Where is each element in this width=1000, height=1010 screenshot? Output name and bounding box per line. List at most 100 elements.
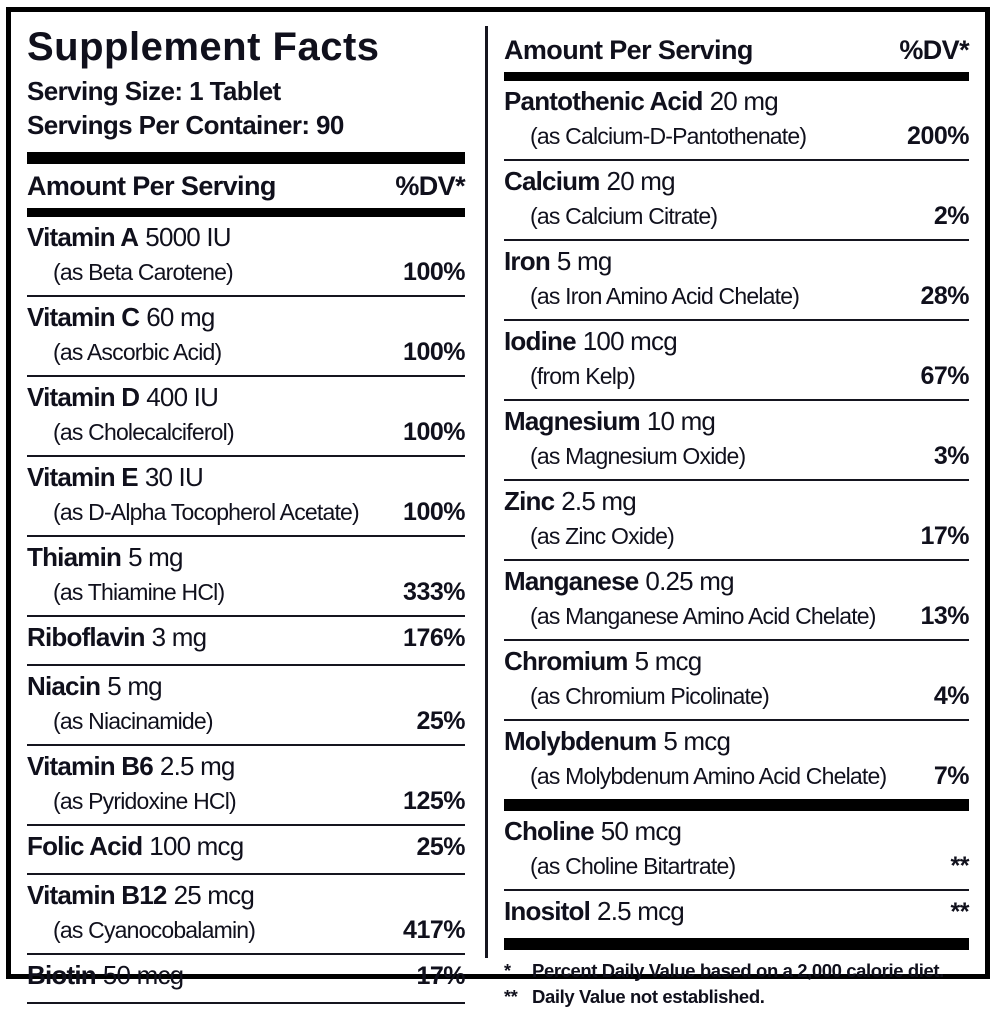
nutrient-dv: 100% [403,498,465,526]
row-biotin: Biotin 50 mcg 17% [27,955,465,1004]
nutrient-name: Thiamin [27,542,122,572]
nutrient-name: Chromium [504,646,628,676]
servings-per-container: Servings Per Container: 90 [27,110,344,140]
nutrient-form: (as Calcium Citrate) [530,203,718,229]
nutrient-form: (as Cyanocobalamin) [53,917,256,943]
nutrient-amount: 0.25 mg [645,566,734,596]
row-calcium: Calcium 20 mg (as Calcium Citrate) 2% [504,161,970,241]
nutrient-amount: 2.5 mg [561,486,636,516]
nutrient-name: Molybdenum [504,726,657,756]
nutrient-name: Magnesium [504,406,641,436]
nutrient-form: (from Kelp) [530,363,636,389]
nutrient-dv: 417% [403,916,465,944]
nutrient-amount: 2.5 mg [159,751,235,781]
nutrient-name: Vitamin B12 [27,880,167,910]
nutrient-amount: 25 mcg [173,880,255,910]
nutrient-amount: 5 mg [107,671,162,701]
footnote-marker: ** [504,987,518,1007]
nutrient-form: (as Manganese Amino Acid Chelate) [530,603,876,629]
row-pantothenic-acid: Pantothenic Acid 20 mg (as Calcium-D-Pant… [504,81,969,161]
nutrient-dv: 25% [416,833,465,861]
nutrient-dv: 176% [403,624,465,652]
nutrient-amount: 20 mg [709,86,779,116]
nutrient-amount: 5 mg [556,246,612,276]
nutrient-name: Iodine [504,326,577,356]
nutrient-form: (as Zinc Oxide) [530,523,675,549]
footnotes: * Percent Daily Value based on a 2,000 c… [504,950,969,1010]
nutrient-dv: 100% [403,338,465,366]
row-molybdenum: Molybdenum 5 mcg (as Molybdenum Amino Aci… [504,721,970,799]
nutrient-form: (as Molybdenum Amino Acid Chelate) [530,763,887,789]
footnote-not-established: ** Daily Value not established. [504,984,969,1010]
nutrient-amount: 400 IU [146,382,219,412]
left-column-header: Amount Per Serving %DV* [27,164,466,208]
nutrient-form: (as Magnesium Oxide) [530,443,746,469]
row-zinc: Zinc 2.5 mg (as Zinc Oxide) 17% [504,481,969,561]
footnote-text: Percent Daily Value based on a 2,000 cal… [532,960,944,981]
supplement-facts-label: Supplement Facts Serving Size: 1 Tablet … [6,7,990,1007]
nutrient-amount: 60 mg [146,302,215,332]
nutrient-name: Folic Acid [27,831,143,861]
thick-divider-bar [504,799,969,811]
footnote-daily-value: * Percent Daily Value based on a 2,000 c… [504,958,969,984]
thick-divider-bar [27,152,465,164]
right-column-header: Amount Per Serving %DV* [504,28,970,72]
footnote-text: Daily Value not established. [532,986,765,1007]
nutrient-amount: 100 mcg [149,831,244,861]
row-vitamin-c: Vitamin C 60 mg (as Ascorbic Acid) 100% [27,297,465,377]
nutrient-name: Inositol [504,896,591,926]
row-iron: Iron 5 mg (as Iron Amino Acid Chelate) 28% [504,241,969,321]
nutrient-amount: 3 mg [151,622,207,652]
nutrient-dv: 125% [403,787,465,815]
row-thiamin: Thiamin 5 mg (as Thiamine HCl) 333% [27,537,465,617]
nutrient-name: Zinc [504,486,555,516]
nutrient-name: Vitamin D [27,382,140,412]
nutrient-amount: 5 mg [128,542,183,572]
right-column: Amount Per Serving %DV* Pantothenic Acid… [488,12,985,1007]
nutrient-form: (as D-Alpha Tocopherol Acetate) [53,499,360,525]
nutrient-form: (as Ascorbic Acid) [53,339,222,365]
nutrient-dv: 100% [403,418,465,446]
nutrient-form: (as Iron Amino Acid Chelate) [530,283,800,309]
nutrient-dv: 333% [403,578,465,606]
nutrient-dv: 7% [933,762,970,790]
nutrient-dv: 25% [416,707,465,735]
nutrient-dv: ** [950,898,970,926]
thick-divider-bar [504,72,969,81]
nutrient-dv: 17% [920,522,969,550]
left-column: Supplement Facts Serving Size: 1 Tablet … [11,12,485,1004]
row-vitamin-b6: Vitamin B6 2.5 mg (as Pyridoxine HCl) 125% [27,746,465,826]
row-inositol: Inositol 2.5 mcg ** [504,891,970,938]
nutrient-name: Calcium [504,166,600,196]
nutrient-name: Biotin [27,960,97,990]
row-vitamin-b12: Vitamin B12 25 mcg (as Cyanocobalamin) 417… [27,875,465,955]
label-title: Supplement Facts [27,25,380,69]
nutrient-name: Manganese [504,566,639,596]
nutrient-name: Vitamin C [27,302,140,332]
nutrient-dv: 4% [933,682,970,710]
nutrient-form: (as Niacinamide) [53,708,214,734]
nutrient-dv: ** [950,852,970,880]
nutrient-dv: 67% [920,362,969,390]
row-choline: Choline 50 mcg (as Choline Bitartrate) ** [504,811,970,891]
nutrient-dv: 17% [416,962,465,990]
nutrient-form: (as Pyridoxine HCl) [53,788,237,814]
nutrient-amount: 5000 IU [145,222,231,252]
row-vitamin-e: Vitamin E 30 IU (as D-Alpha Tocopherol Ac… [27,457,465,537]
row-vitamin-a: Vitamin A 5000 IU (as Beta Carotene) 100% [27,217,465,297]
row-manganese: Manganese 0.25 mg (as Manganese Amino Aci… [504,561,969,641]
footnote-marker: * [504,961,511,981]
nutrient-name: Vitamin B6 [27,751,154,781]
nutrient-form: (as Calcium-D-Pantothenate) [530,123,807,149]
thick-divider-bar [504,938,969,950]
nutrient-name: Vitamin E [27,462,139,492]
nutrient-form: (as Choline Bitartrate) [530,853,736,879]
nutrient-name: Vitamin A [27,222,139,252]
percent-dv-header: %DV* [395,171,465,201]
nutrient-dv: 2% [933,202,970,230]
nutrient-dv: 200% [907,122,969,150]
nutrient-form: (as Chromium Picolinate) [530,683,770,709]
nutrient-amount: 50 mcg [600,816,682,846]
nutrient-name: Niacin [27,671,101,701]
nutrient-dv: 28% [920,282,969,310]
